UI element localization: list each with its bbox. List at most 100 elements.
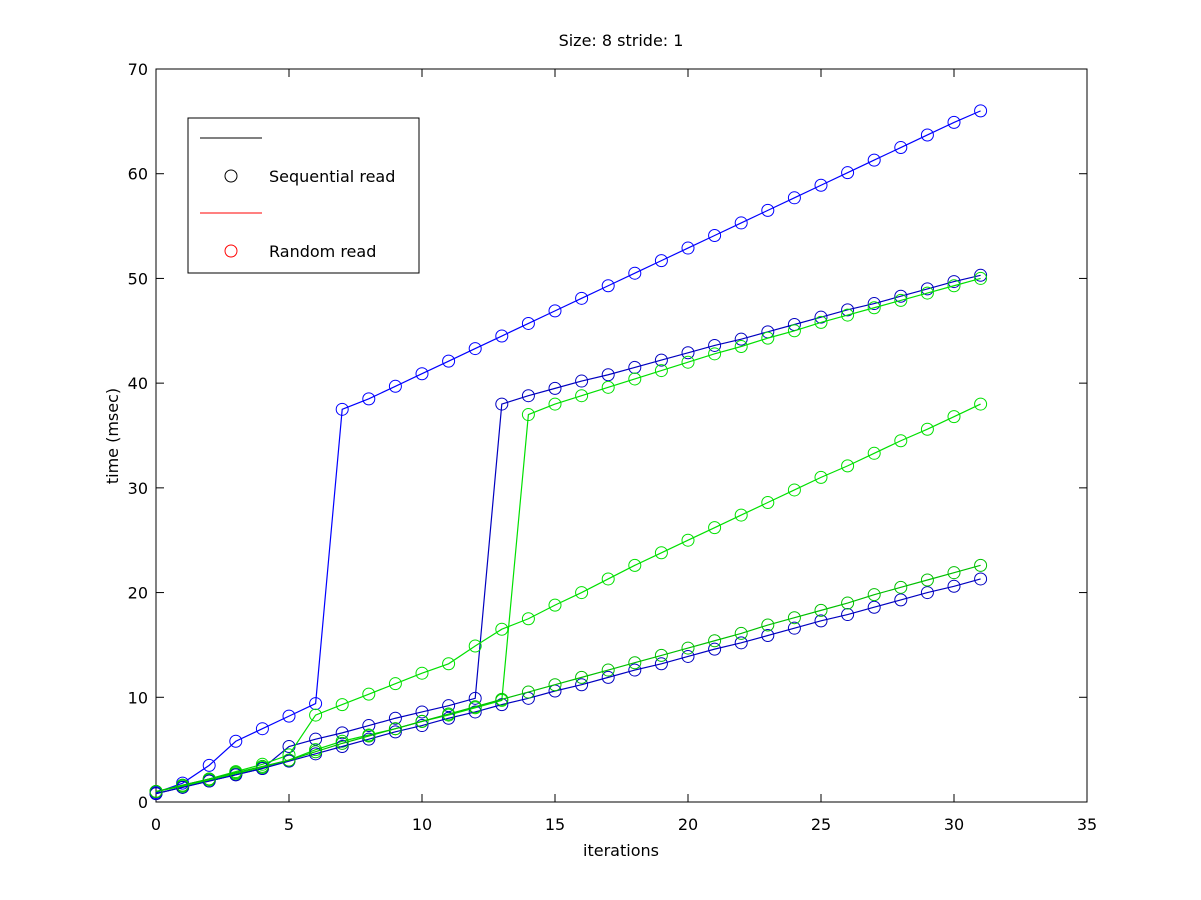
- data-point: [708, 338, 722, 352]
- data-point: [415, 367, 429, 381]
- data-point: [255, 722, 269, 736]
- data-point: [335, 726, 349, 740]
- data-point: [867, 297, 881, 311]
- data-point: [974, 104, 988, 118]
- y-axis-label: time (msec): [103, 388, 122, 484]
- data-point: [761, 618, 775, 632]
- data-point: [974, 271, 988, 285]
- data-point: [654, 254, 668, 268]
- data-point: [362, 729, 376, 743]
- data-point: [388, 725, 402, 739]
- data-point: [362, 719, 376, 733]
- legend-marker: [224, 244, 238, 258]
- data-point: [495, 692, 509, 706]
- data-point: [894, 593, 908, 607]
- data-point: [974, 558, 988, 572]
- data-point: [468, 342, 482, 356]
- data-point: [734, 339, 748, 353]
- data-point: [867, 600, 881, 614]
- data-point: [654, 657, 668, 671]
- x-tick-label: 20: [678, 815, 698, 834]
- data-point: [521, 612, 535, 626]
- data-point: [974, 572, 988, 586]
- data-point: [974, 397, 988, 411]
- data-point: [734, 332, 748, 346]
- data-point: [894, 289, 908, 303]
- data-point: [814, 470, 828, 484]
- data-point: [734, 626, 748, 640]
- data-point: [282, 753, 296, 767]
- data-point: [575, 670, 589, 684]
- data-point: [601, 572, 615, 586]
- data-point: [548, 304, 562, 318]
- data-point: [654, 353, 668, 367]
- data-point: [867, 588, 881, 602]
- data-point: [654, 648, 668, 662]
- data-point: [521, 389, 535, 403]
- x-tick-label: 35: [1077, 815, 1097, 834]
- series-line: [155, 403, 981, 793]
- data-point: [841, 303, 855, 317]
- data-point: [920, 286, 934, 300]
- data-point: [468, 639, 482, 653]
- legend-marker: [224, 169, 238, 183]
- plot-frame: [155, 68, 1088, 803]
- data-point: [548, 381, 562, 395]
- data-point: [841, 459, 855, 473]
- data-point: [947, 115, 961, 129]
- data-point: [920, 422, 934, 436]
- data-point: [309, 732, 323, 746]
- data-point: [734, 508, 748, 522]
- data-point: [362, 732, 376, 746]
- chart-title: Size: 8 stride: 1: [559, 31, 684, 50]
- data-point: [628, 558, 642, 572]
- data-point: [628, 663, 642, 677]
- data-point: [442, 657, 456, 671]
- data-point: [442, 699, 456, 713]
- data-point: [867, 446, 881, 460]
- data-point: [894, 293, 908, 307]
- data-point: [787, 191, 801, 205]
- y-tick-label: 70: [128, 60, 148, 79]
- data-point: [548, 598, 562, 612]
- data-point: [415, 705, 429, 719]
- data-point: [814, 315, 828, 329]
- data-point: [468, 705, 482, 719]
- legend-label: Sequential read: [269, 167, 395, 186]
- data-point: [468, 700, 482, 714]
- data-point: [415, 666, 429, 680]
- data-point: [734, 216, 748, 230]
- data-point: [548, 397, 562, 411]
- data-point: [681, 533, 695, 547]
- data-point: [575, 586, 589, 600]
- data-point: [575, 678, 589, 692]
- data-point: [601, 368, 615, 382]
- data-point: [335, 740, 349, 754]
- data-point: [814, 614, 828, 628]
- data-point: [575, 291, 589, 305]
- data-point: [628, 656, 642, 670]
- data-point: [947, 410, 961, 424]
- data-point: [814, 178, 828, 192]
- data-point: [362, 687, 376, 701]
- data-point: [388, 379, 402, 393]
- data-point: [176, 778, 190, 792]
- legend-label: Random read: [269, 242, 376, 261]
- data-point: [920, 128, 934, 142]
- data-point: [575, 389, 589, 403]
- data-point: [841, 596, 855, 610]
- data-point: [548, 678, 562, 692]
- data-point: [867, 301, 881, 315]
- data-point: [335, 698, 349, 712]
- data-point: [947, 275, 961, 289]
- data-point: [681, 641, 695, 655]
- data-point: [654, 364, 668, 378]
- data-point: [202, 758, 216, 772]
- data-point: [309, 708, 323, 722]
- data-point: [335, 402, 349, 416]
- data-point: [920, 282, 934, 296]
- data-point: [681, 346, 695, 360]
- series-line: [155, 578, 981, 795]
